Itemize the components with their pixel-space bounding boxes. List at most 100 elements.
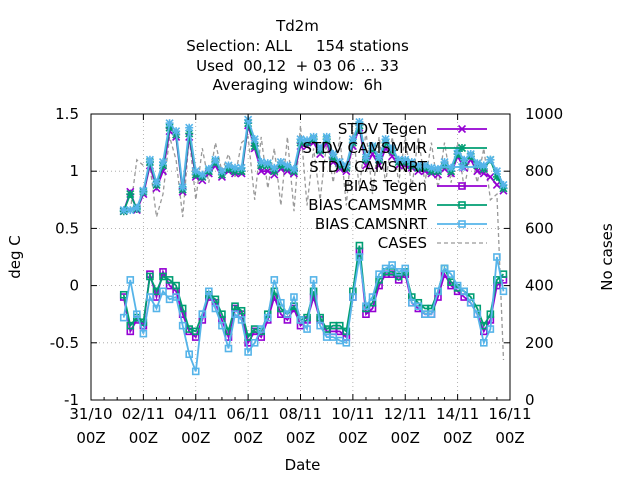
data-point	[237, 163, 246, 172]
series-bias-camsnrt	[119, 253, 508, 376]
data-point	[316, 321, 324, 330]
data-point	[231, 310, 239, 319]
data-point	[205, 287, 213, 296]
data-point	[493, 253, 501, 261]
data-point	[172, 127, 181, 136]
data-point	[263, 313, 272, 322]
data-point	[172, 293, 180, 301]
data-point	[368, 141, 377, 151]
data-point	[270, 163, 279, 172]
legend-label: BIAS CAMSNRT	[315, 215, 428, 233]
legend-marker	[457, 162, 467, 172]
data-point	[348, 135, 357, 144]
data-point	[466, 149, 475, 159]
data-point	[302, 136, 312, 145]
data-point	[152, 178, 161, 187]
y-tick-label: 0.5	[55, 219, 79, 237]
data-point	[185, 350, 194, 359]
data-point	[283, 161, 292, 170]
data-point	[434, 287, 442, 296]
data-point	[349, 293, 357, 301]
data-point	[198, 170, 207, 179]
y-tick-label: 0	[69, 277, 79, 295]
x-tick-label-date: 04/11	[174, 405, 217, 423]
y2-tick-label: 0	[525, 391, 535, 409]
data-point	[146, 272, 154, 281]
data-point	[309, 287, 318, 296]
data-point	[342, 338, 351, 347]
x-tick-label-hour: 00Z	[338, 429, 367, 447]
data-point	[499, 180, 508, 189]
x-tick-label-hour: 00Z	[129, 429, 158, 447]
data-point	[158, 157, 168, 167]
data-point	[414, 302, 423, 310]
legend-label: BIAS CAMSMMR	[308, 196, 427, 214]
data-point	[270, 276, 279, 284]
data-point	[460, 287, 468, 296]
data-point	[401, 264, 410, 273]
data-point	[480, 338, 488, 347]
data-point	[126, 190, 135, 199]
data-point	[309, 132, 318, 141]
y2-axis-label: No cases	[598, 223, 616, 291]
x-tick-label-date: 16/11	[488, 405, 531, 423]
data-point	[486, 310, 495, 319]
data-point	[152, 304, 161, 313]
data-point	[231, 302, 239, 310]
x-tick-label-hour: 00Z	[443, 429, 472, 447]
data-point	[309, 276, 318, 284]
data-point	[178, 183, 187, 192]
data-point	[126, 276, 135, 284]
data-point	[388, 144, 397, 153]
data-point	[237, 316, 246, 324]
x-tick-label-date: 31/10	[69, 405, 112, 423]
x-tick-label-date: 08/11	[279, 405, 322, 423]
data-point	[394, 272, 403, 281]
data-point	[250, 338, 259, 347]
y2-tick-label: 200	[525, 334, 554, 352]
data-point	[224, 161, 233, 170]
legend-label: STDV CAMSMMR	[302, 139, 427, 157]
legend-marker	[458, 182, 466, 190]
x-tick-label-hour: 00Z	[181, 429, 210, 447]
data-point	[257, 157, 266, 167]
legend-marker	[458, 201, 466, 209]
data-point	[329, 149, 338, 159]
data-point	[290, 293, 298, 301]
y-axis-label: deg C	[6, 235, 24, 279]
data-point	[322, 132, 331, 141]
data-point	[211, 304, 220, 313]
data-point	[486, 172, 495, 181]
data-point	[394, 155, 403, 164]
data-point	[486, 325, 495, 333]
chart-subtitle-selection: Selection: ALL 154 stations	[186, 37, 409, 55]
data-point	[250, 135, 259, 144]
y-tick-label: -1	[64, 391, 79, 409]
data-point	[139, 329, 148, 338]
data-point	[420, 161, 429, 170]
x-tick-label-date: 14/11	[436, 405, 479, 423]
data-point	[303, 325, 311, 333]
legend-label: STDV CAMSNRT	[309, 158, 428, 176]
data-point	[493, 276, 501, 284]
data-point	[401, 155, 410, 164]
data-point	[335, 157, 344, 167]
data-point	[119, 290, 128, 299]
data-point	[466, 298, 475, 307]
data-point	[335, 321, 344, 330]
data-point	[139, 186, 148, 195]
data-point	[440, 157, 449, 167]
chart-subtitle-window: Averaging window: 6h	[212, 76, 383, 94]
data-point	[388, 261, 396, 269]
data-point	[486, 155, 495, 164]
data-point	[473, 159, 482, 168]
y2-tick-label: 600	[525, 219, 554, 237]
data-point	[198, 310, 207, 319]
data-point	[316, 144, 325, 153]
data-point	[244, 348, 252, 356]
data-point	[165, 119, 174, 128]
data-point	[355, 117, 364, 127]
